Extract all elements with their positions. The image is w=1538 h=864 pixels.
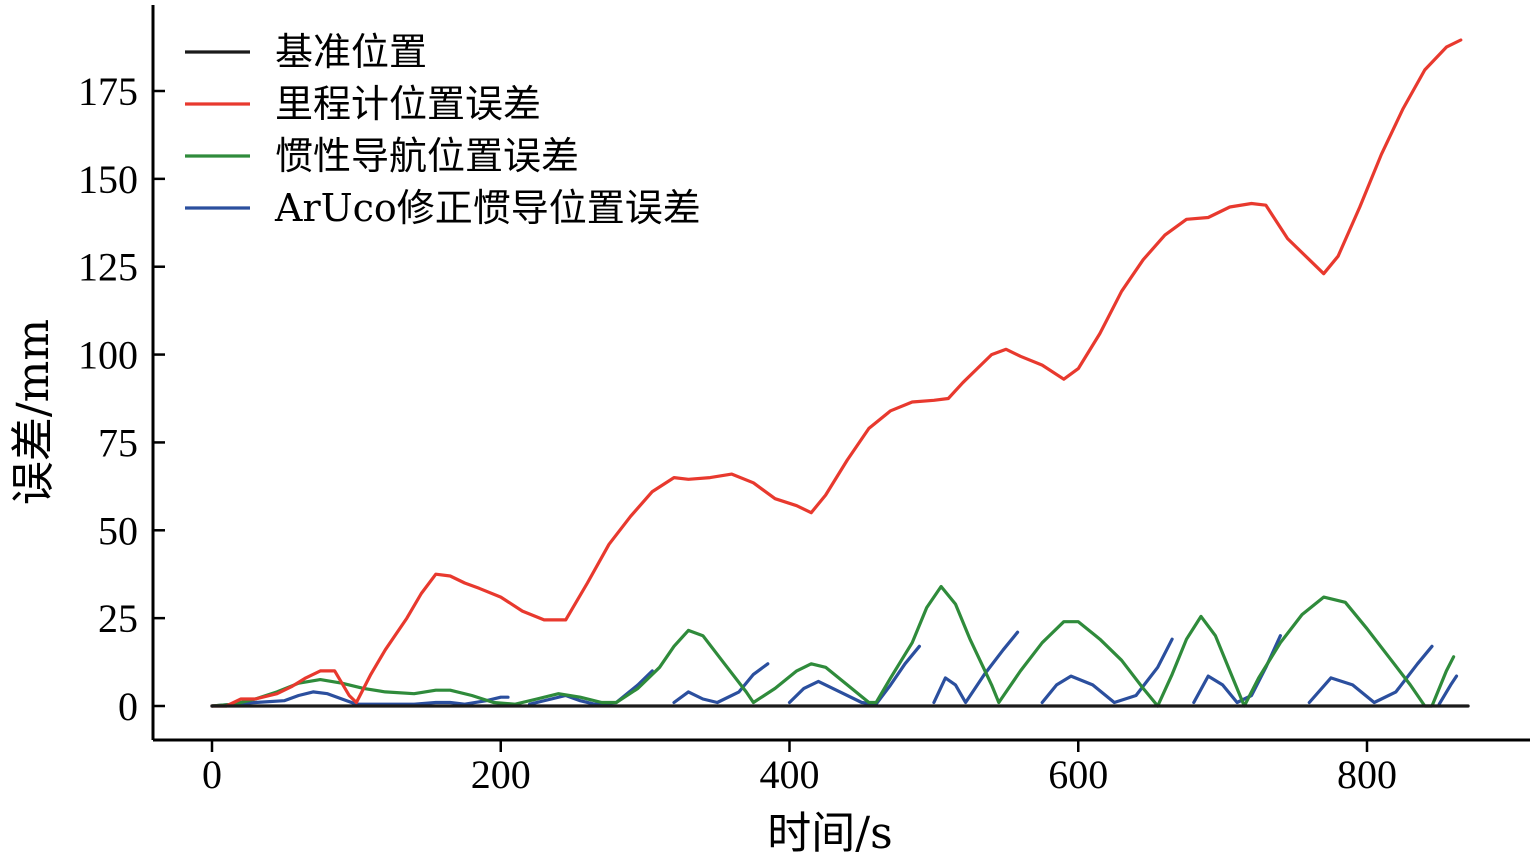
x-tick-label: 800	[1337, 752, 1397, 797]
legend-label: 惯性导航位置误差	[275, 134, 579, 178]
series-line-3	[210, 690, 510, 708]
y-tick-label: 150	[78, 157, 138, 202]
x-tick-label: 400	[760, 752, 820, 797]
series-line-3	[528, 669, 654, 706]
y-tick-label: 75	[98, 420, 138, 465]
series-line-3	[932, 630, 1020, 705]
series-line-3	[787, 644, 921, 706]
x-tick-label: 0	[202, 752, 222, 797]
series-line-3	[1307, 644, 1434, 705]
y-tick-label: 50	[98, 508, 138, 553]
legend-label: ArUco修正惯导位置误差	[274, 186, 701, 230]
y-axis-title: 误差/mm	[8, 319, 59, 505]
series-line-3	[1040, 637, 1174, 705]
y-tick-label: 0	[118, 684, 138, 729]
series-layer	[210, 38, 1470, 708]
legend-label: 里程计位置误差	[275, 82, 541, 126]
series-line-1	[210, 38, 1463, 708]
series-line-3	[672, 662, 770, 705]
x-tick-label: 600	[1048, 752, 1108, 797]
y-tick-label: 25	[98, 596, 138, 641]
y-tick-label: 100	[78, 333, 138, 378]
y-tick-label: 175	[78, 69, 138, 114]
x-axis-title: 时间/s	[767, 808, 892, 859]
y-tick-label: 125	[78, 245, 138, 290]
x-tick-label: 200	[471, 752, 531, 797]
x-ticks: 0 200 400 600 800	[202, 740, 1397, 797]
legend-label: 基准位置	[275, 30, 427, 74]
y-ticks: 0 25 50 75 100 125 150 175	[78, 69, 165, 729]
series-line-2	[210, 584, 1456, 708]
series-line-3	[1437, 674, 1459, 706]
